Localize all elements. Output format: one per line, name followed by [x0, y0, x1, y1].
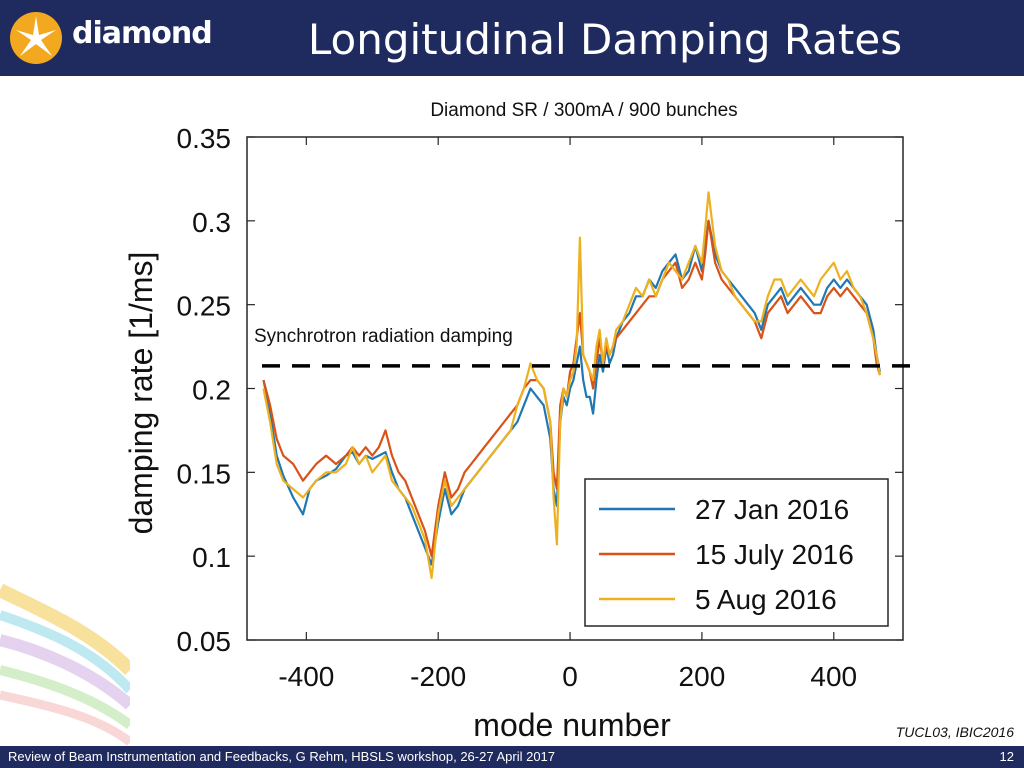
slide-header: diamond Longitudinal Damping Rates: [0, 0, 1024, 76]
x-axis-label: mode number: [473, 707, 671, 743]
page-title: Longitudinal Damping Rates: [307, 15, 903, 64]
y-tick-label: 0.25: [177, 291, 232, 322]
synchrotron-damping-label: Synchrotron radiation damping: [254, 326, 513, 347]
y-tick-label: 0.05: [177, 626, 232, 657]
x-tick-label: -200: [410, 661, 466, 692]
series-line-3: [262, 191, 881, 580]
diamond-logo: diamond: [8, 8, 213, 68]
star-logo-icon: [10, 12, 62, 64]
y-tick-label: 0.1: [192, 542, 231, 573]
damping-rate-chart: Diamond SR / 300mA / 900 bunches 0.05 0.1 0…: [123, 100, 910, 743]
x-tick-label: 400: [810, 661, 857, 692]
y-tick-label: 0.2: [192, 375, 231, 406]
legend-label-2: 15 July 2016: [695, 539, 854, 570]
footer-text: Review of Beam Instrumentation and Feedb…: [8, 749, 556, 764]
y-axis-label: damping rate [1/ms]: [123, 252, 159, 535]
y-tick-label: 0.3: [192, 207, 231, 238]
logo-text: diamond: [72, 16, 213, 51]
x-tick-label: -400: [278, 661, 334, 692]
decorative-swoosh: [0, 583, 130, 746]
x-tick-label: 0: [562, 661, 578, 692]
legend-label-3: 5 Aug 2016: [695, 584, 837, 615]
conference-reference: TUCL03, IBIC2016: [895, 724, 1014, 740]
legend-box: [584, 478, 889, 627]
chart-title: Diamond SR / 300mA / 900 bunches: [430, 100, 737, 121]
series-line-1: [262, 219, 881, 566]
slide-footer: Review of Beam Instrumentation and Feedb…: [0, 746, 1024, 768]
y-tick-label: 0.15: [177, 458, 232, 489]
y-tick-label: 0.35: [177, 123, 232, 154]
x-tick-label: 200: [679, 661, 726, 692]
page-number: 12: [999, 749, 1014, 764]
legend-label-1: 27 Jan 2016: [695, 494, 849, 525]
